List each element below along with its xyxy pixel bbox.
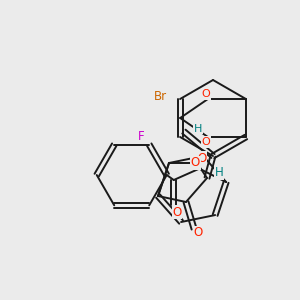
Text: O: O <box>172 206 182 218</box>
Text: O: O <box>191 156 200 169</box>
Text: O: O <box>202 89 210 99</box>
Text: O: O <box>194 226 203 239</box>
Text: H: H <box>194 124 202 134</box>
Text: F: F <box>138 130 145 143</box>
Text: Br: Br <box>154 89 167 103</box>
Text: O: O <box>197 152 207 164</box>
Text: O: O <box>202 137 210 147</box>
Text: H: H <box>214 167 224 179</box>
